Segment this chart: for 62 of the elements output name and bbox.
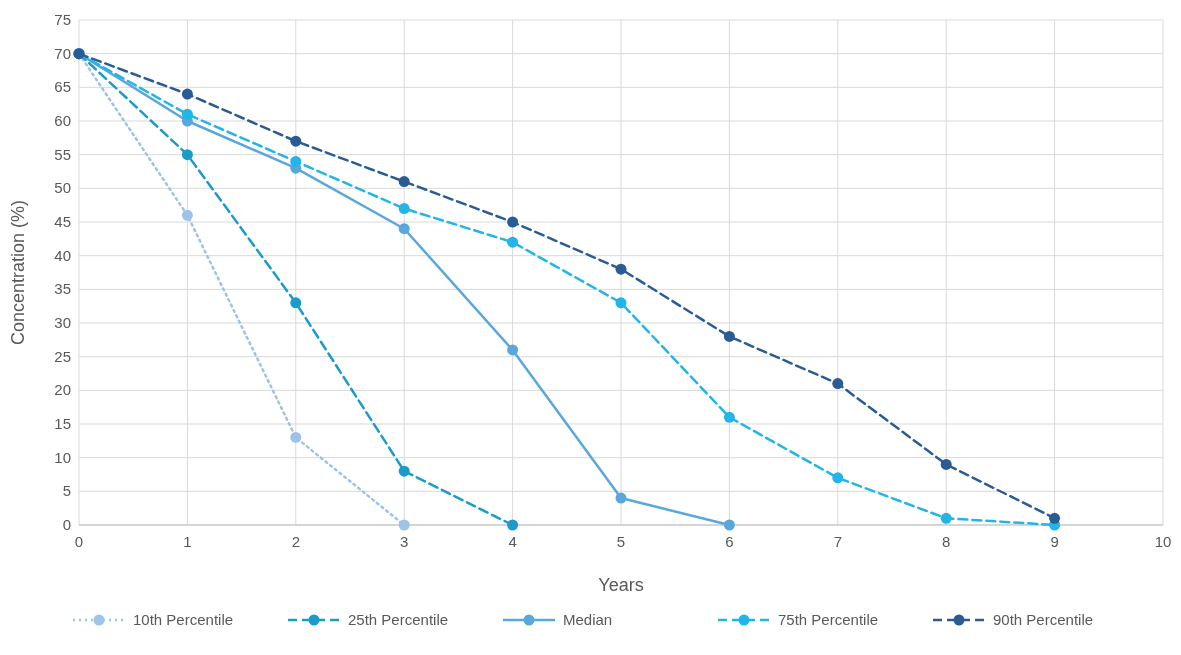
legend-label: Median (563, 611, 613, 628)
point (832, 472, 844, 484)
legend-label: 90th Percentile (993, 611, 1094, 628)
x-tick-label: 8 (942, 533, 951, 550)
y-tick-label: 55 (54, 145, 71, 163)
point (398, 203, 410, 215)
point (940, 512, 952, 524)
x-tick-label: 6 (725, 533, 734, 550)
point (290, 297, 302, 309)
point (290, 135, 302, 147)
y-tick-label: 50 (54, 179, 71, 197)
point (940, 458, 952, 470)
x-tick-label: 10 (1154, 533, 1172, 550)
x-tick-label: 9 (1050, 533, 1059, 550)
y-tick-label: 10 (54, 448, 71, 466)
y-tick-label: 35 (54, 280, 71, 298)
point (615, 263, 627, 275)
point (507, 236, 519, 248)
point (398, 519, 410, 531)
y-tick-label: 60 (54, 112, 71, 129)
y-tick-label: 25 (54, 347, 71, 365)
x-tick-label: 0 (74, 533, 84, 550)
x-axis-title: Years (598, 575, 644, 595)
x-tick-label: 5 (616, 533, 626, 550)
point (181, 108, 193, 120)
y-tick-label: 65 (54, 78, 71, 96)
y-tick-label: 70 (54, 44, 71, 62)
point (398, 465, 410, 477)
legend-label: 10th Percentile (133, 611, 234, 628)
point (507, 344, 519, 356)
y-axis-title: Concentration (%) (8, 199, 28, 346)
point (615, 492, 627, 504)
y-tick-label: 20 (54, 381, 71, 399)
point (290, 431, 302, 443)
legend-label: 75th Percentile (778, 611, 879, 628)
legend-label: 25th Percentile (348, 611, 449, 628)
y-tick-label: 45 (54, 213, 71, 230)
point (398, 223, 410, 235)
point (723, 519, 735, 531)
point (181, 149, 193, 161)
point (181, 88, 193, 100)
point (181, 209, 193, 221)
point (1049, 512, 1061, 524)
point (507, 519, 519, 531)
point (615, 297, 627, 309)
y-tick-label: 75 (54, 11, 71, 28)
y-tick-label: 15 (54, 415, 71, 432)
point (398, 176, 410, 188)
y-tick-label: 0 (62, 516, 71, 533)
x-tick-label: 2 (291, 533, 300, 550)
point (723, 330, 735, 342)
x-tick-label: 7 (833, 533, 842, 550)
y-tick-label: 40 (54, 246, 71, 264)
y-tick-label: 5 (62, 482, 71, 500)
point (723, 411, 735, 423)
point (832, 378, 844, 390)
point (290, 155, 302, 167)
x-tick-label: 3 (400, 533, 409, 550)
x-tick-label: 1 (183, 533, 192, 550)
x-tick-label: 4 (508, 533, 517, 550)
point (507, 216, 519, 228)
y-tick-label: 30 (54, 314, 71, 331)
